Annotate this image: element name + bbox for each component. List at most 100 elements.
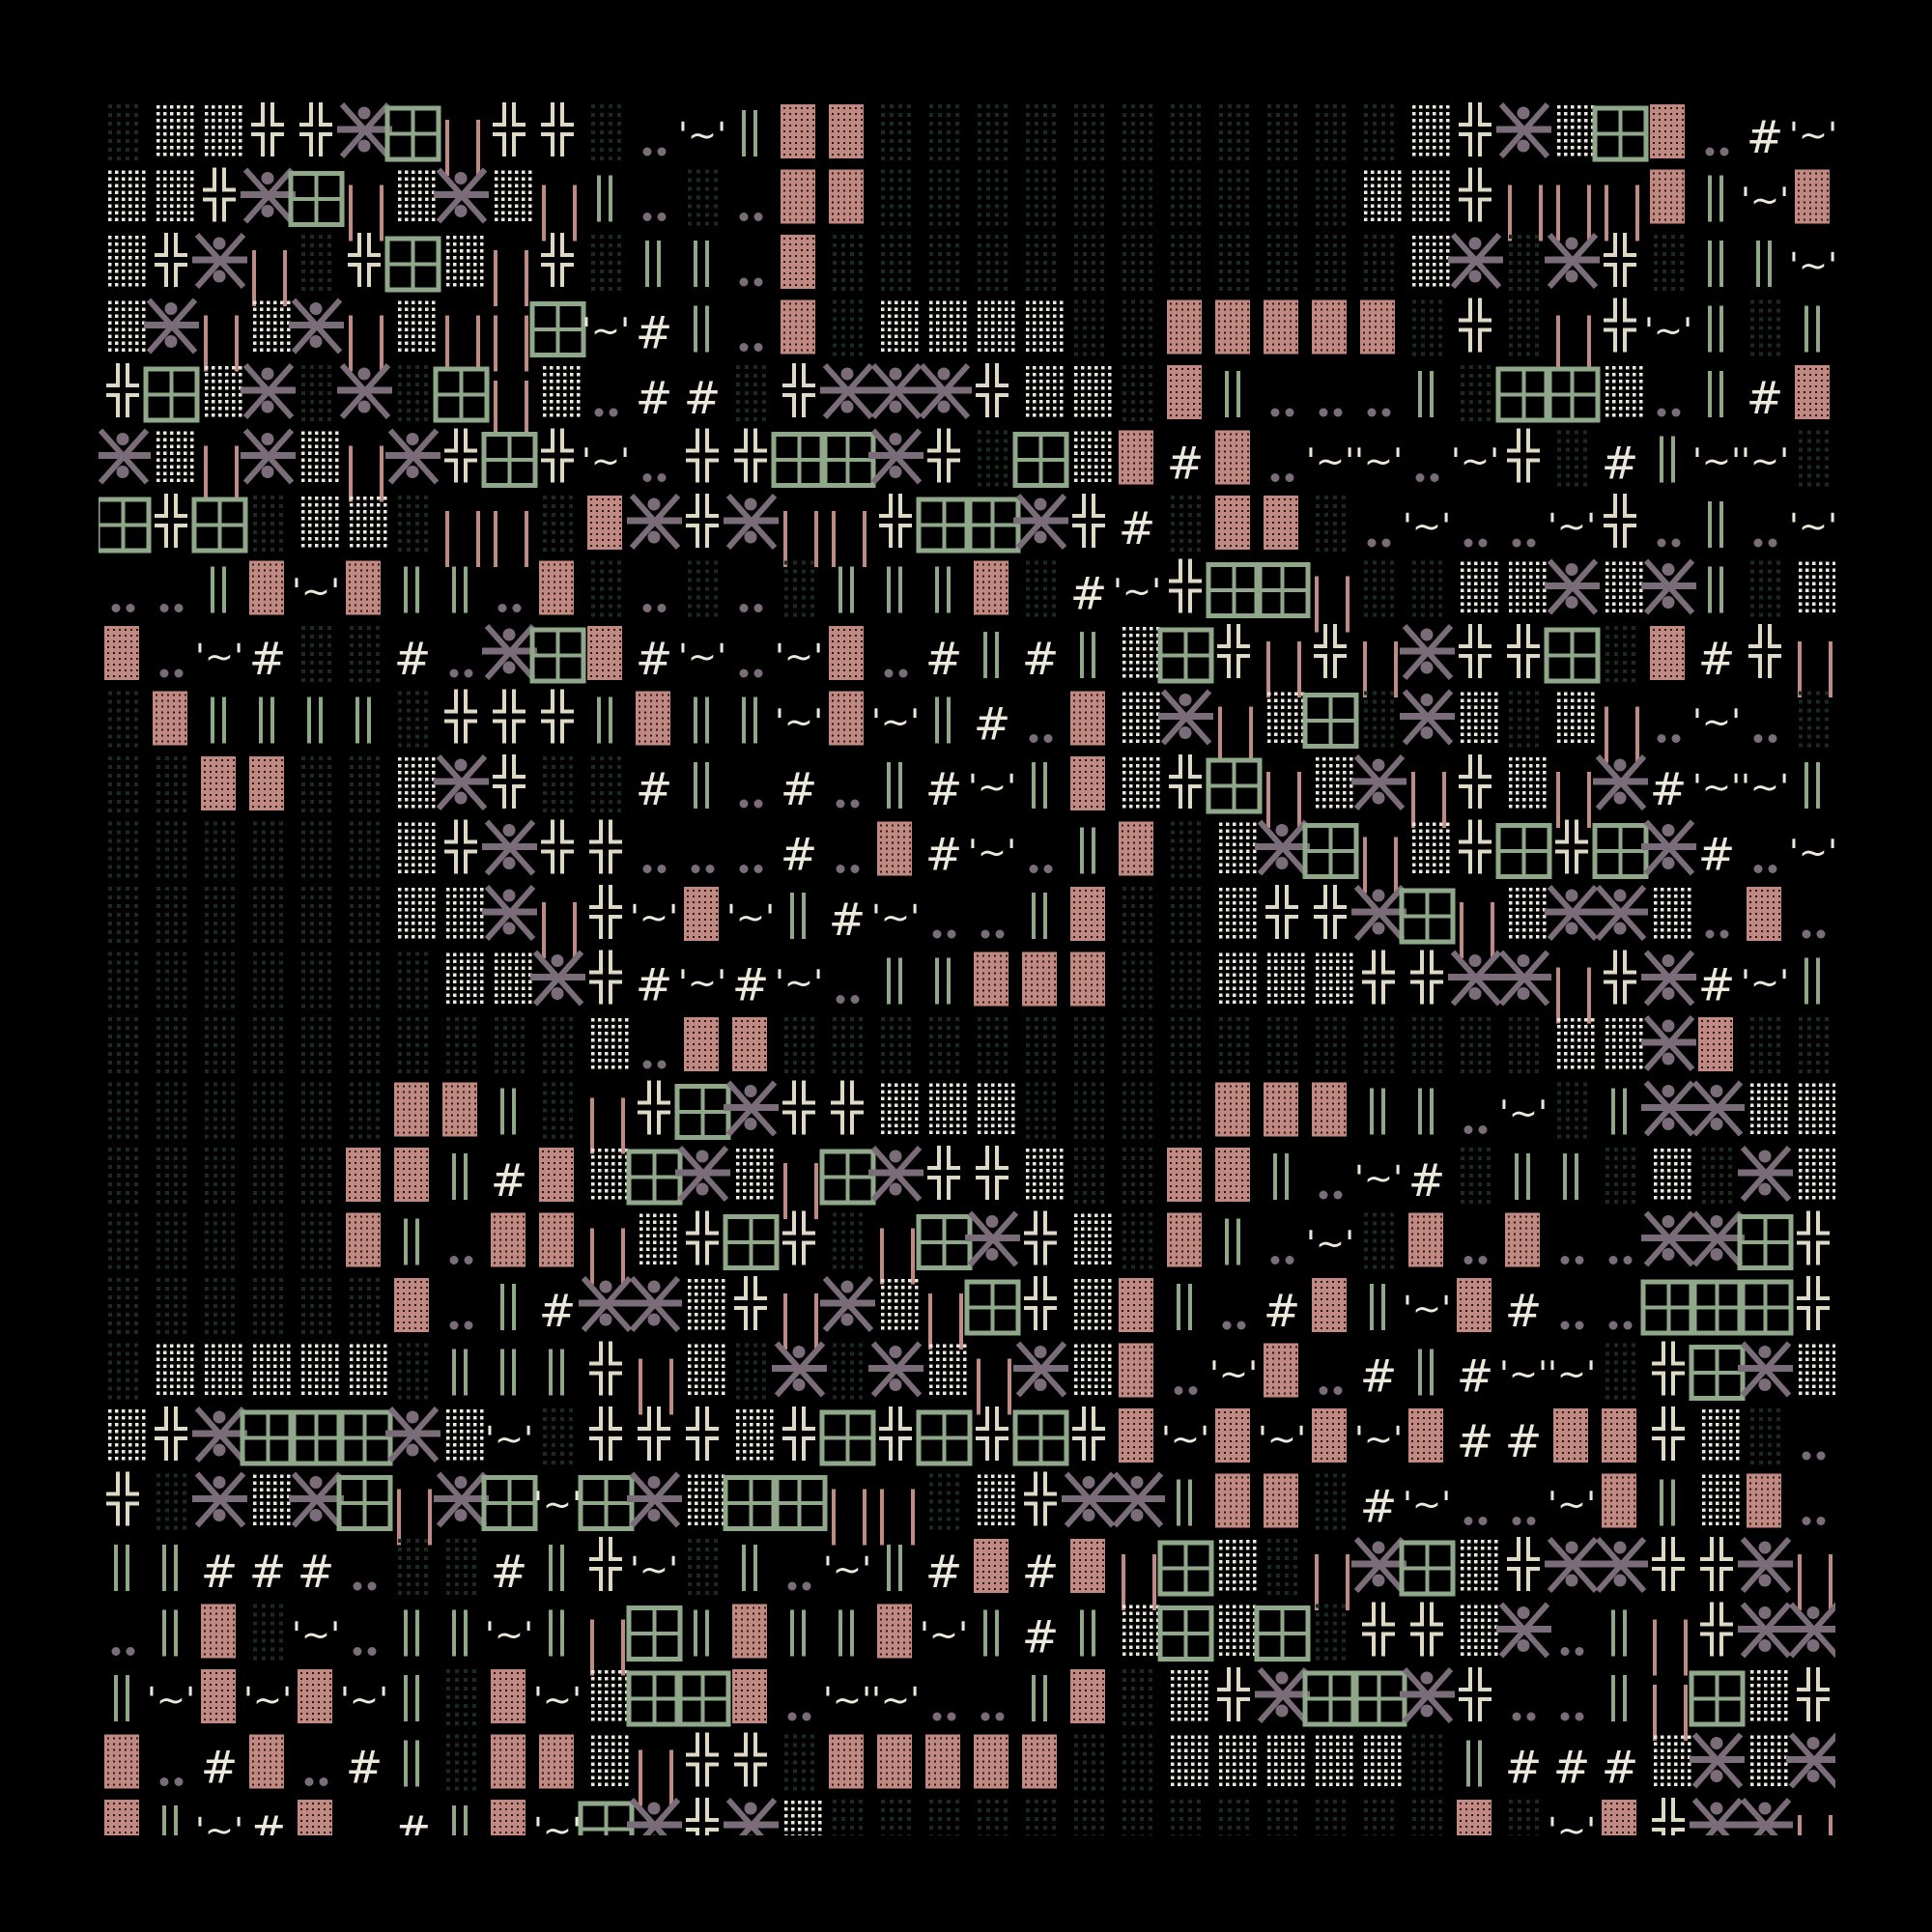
dot [789,202,791,204]
dot [1236,287,1240,291]
dot [812,136,814,138]
dot [1324,222,1328,226]
dot [1100,261,1104,265]
dot [1426,249,1430,253]
dot [1433,256,1436,260]
dot [898,170,902,174]
dot [1267,243,1271,247]
dot [1706,148,1715,156]
dark-dot-tile [1364,235,1394,291]
dot [190,119,194,123]
dot [1035,235,1038,239]
dot [789,208,791,210]
dot [1004,122,1008,126]
dot [995,261,999,265]
dot [190,146,194,150]
dot [1219,148,1223,152]
dot [1052,196,1056,200]
dot [473,249,477,253]
dot [446,283,450,287]
dot [412,185,415,188]
asterisk-figure-tile [192,235,247,287]
dot [600,122,604,126]
dot [1446,270,1450,273]
dot [1653,173,1655,175]
dot [861,142,863,144]
dot [1043,156,1047,160]
dot [1026,196,1030,200]
dot [1171,139,1175,143]
dot [1122,148,1126,152]
dot [1092,243,1095,247]
dot [1131,148,1135,152]
dot [898,179,902,183]
dot [108,342,112,346]
dot [1100,222,1104,226]
dot [1664,154,1666,156]
dot [1433,198,1436,202]
dot [838,142,839,144]
dot [1171,122,1175,126]
dot [1371,178,1375,182]
dot [890,148,894,152]
dot [995,205,999,209]
dot [212,132,215,136]
dot [938,179,942,183]
dot [833,252,837,256]
dot [1577,139,1581,143]
dot [1316,196,1320,200]
dot [1276,252,1280,256]
dot [1342,139,1346,143]
pink-block [829,104,864,158]
dot [1179,179,1183,183]
dot [838,219,839,221]
dot [1276,261,1280,265]
dot [843,202,845,204]
dark-dot-tile [1026,170,1056,226]
dot [1446,236,1450,240]
dot [807,243,809,245]
dot [795,142,797,144]
dot [986,287,990,291]
dot [1140,243,1144,247]
dot [1285,270,1289,273]
dot [740,278,749,287]
dot [1100,187,1104,191]
dot [177,191,181,195]
dot [947,179,951,183]
dot [1052,235,1056,239]
dot [801,107,803,109]
dot [128,349,132,353]
dot [115,283,119,287]
dot [1333,278,1337,282]
dot [1390,148,1394,152]
dot [1804,208,1805,210]
dot [881,179,885,183]
dot [1364,139,1368,143]
dot [1245,205,1249,209]
dot [310,235,314,239]
dot [128,328,132,332]
dot [929,179,933,183]
dot [1324,252,1328,256]
dot [142,256,146,260]
dot [142,315,146,319]
light-dot-tile [1557,105,1595,156]
dot [1676,136,1678,138]
dot [855,130,857,132]
dot [855,190,857,192]
dot [1827,179,1829,181]
dot [1171,104,1175,108]
dot [795,278,797,280]
dot [807,238,809,240]
dot [508,185,512,188]
dot [838,113,839,115]
dot [907,235,911,239]
dot [1043,205,1047,209]
dot [1798,185,1800,186]
dot [1100,196,1104,200]
dot [807,255,809,257]
dot [1316,213,1320,217]
dot [1074,270,1078,273]
dot [156,153,160,156]
